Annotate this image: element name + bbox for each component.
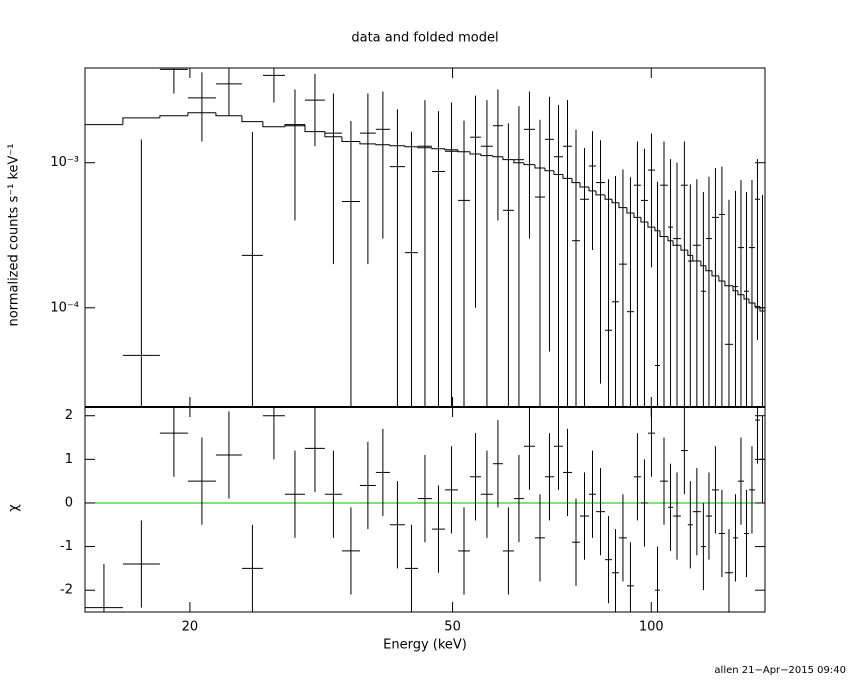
footer: allen 21−Apr−2015 09:40: [714, 665, 846, 676]
model-step: [700, 261, 706, 267]
model-step: [754, 302, 760, 308]
model-step: [284, 124, 305, 127]
chart-title: data and folded model: [351, 31, 498, 46]
model-step: [743, 294, 749, 300]
model-step: [595, 190, 606, 196]
model-step: [640, 217, 648, 223]
model-step: [571, 178, 581, 184]
model-step: [737, 290, 745, 296]
model-step: [562, 174, 572, 179]
bottom-plot: [85, 407, 765, 612]
model-step: [659, 230, 668, 238]
model-step: [187, 112, 216, 116]
model-step: [626, 207, 634, 214]
x-tick-label: 20: [182, 620, 199, 635]
model-step: [672, 240, 681, 246]
model-step: [480, 153, 493, 157]
model-step: [513, 159, 524, 164]
model-step: [122, 117, 160, 125]
y-tick-label: 0: [65, 495, 73, 510]
model-step: [324, 131, 342, 138]
model-step: [159, 115, 188, 118]
model-step: [647, 222, 655, 228]
model-step: [732, 285, 738, 292]
model-step: [588, 187, 597, 192]
model-step: [724, 280, 734, 287]
model-step: [389, 144, 405, 147]
y-tick-label: 2: [65, 408, 73, 423]
y-tick-label: 1: [65, 452, 73, 467]
model-step: [262, 121, 285, 128]
model-step: [341, 136, 360, 143]
model-step: [654, 227, 661, 232]
y-tick-label: 10⁻⁴: [50, 300, 79, 315]
model-step: [431, 147, 445, 150]
model-step: [748, 298, 755, 304]
model-step: [667, 236, 674, 242]
model-step: [457, 149, 471, 153]
model-step: [534, 164, 545, 169]
x-tick-label: 100: [639, 620, 664, 635]
model-step: [304, 124, 325, 133]
model-step: [579, 182, 589, 188]
x-axis-label: Energy (keV): [383, 638, 467, 653]
model-step: [544, 167, 554, 172]
model-step: [687, 250, 693, 256]
model-step: [241, 115, 263, 123]
model-step: [359, 141, 376, 145]
model-step: [417, 146, 432, 149]
model-step: [718, 275, 725, 282]
top-plot: [85, 68, 765, 407]
y-tick-label: -2: [60, 583, 73, 598]
model-step: [502, 156, 514, 161]
model-step: [705, 265, 713, 272]
model-step: [692, 255, 701, 262]
model-step: [523, 162, 535, 166]
model-step: [604, 194, 613, 200]
model-step: [618, 202, 627, 209]
model-step: [215, 112, 242, 117]
model-step: [375, 143, 390, 146]
y-tick-label: -1: [60, 539, 73, 554]
model-step: [492, 155, 503, 158]
x-tick-label: 50: [444, 620, 461, 635]
model-step: [611, 199, 619, 204]
y-axis-label: normalized counts s⁻¹ keV⁻¹: [7, 144, 22, 327]
model-step: [404, 145, 418, 148]
model-step: [711, 270, 719, 277]
y-axis-label: χ: [7, 504, 22, 512]
model-step: [680, 245, 688, 251]
model-step: [469, 151, 481, 155]
model-step: [444, 148, 458, 151]
model-step: [553, 170, 564, 175]
y-tick-label: 10⁻³: [50, 155, 79, 170]
model-step: [633, 213, 641, 218]
